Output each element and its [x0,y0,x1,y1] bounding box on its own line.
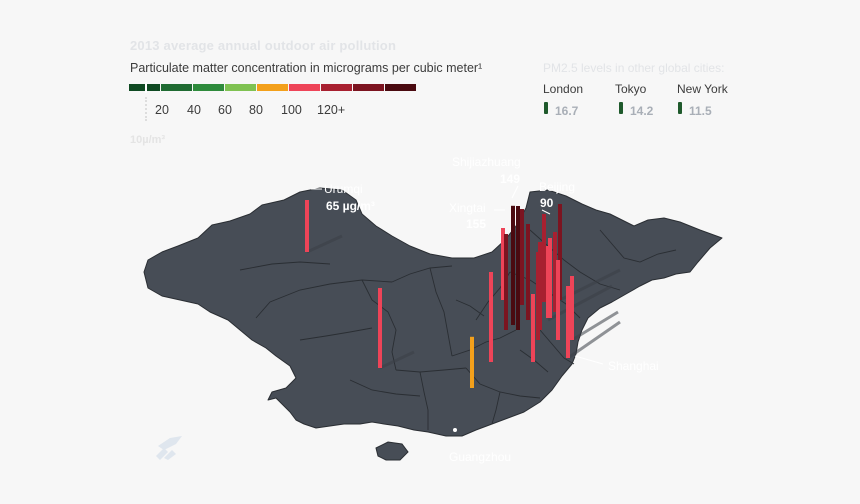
shanghai-leader-line [574,355,604,365]
beijing-value: 90 [540,196,554,210]
pollution-bar-xuzhou [566,286,570,358]
hainan-island [375,441,409,461]
province-borders [239,229,677,430]
scale-tick: 20 [155,103,169,117]
pollution-bar-taiyuan [501,228,505,300]
pollution-bar-langfang [542,214,546,302]
color-scale-segment [321,84,352,91]
pollution-bars [305,200,574,388]
scale-tick: 100 [281,103,302,117]
shijiazhuang-label: Shijiazhuang [452,155,521,169]
pollution-bar-zhengzhou [536,252,540,340]
pollution-bar-nanjing [570,276,574,340]
urumqi-label: Urumqi [324,182,363,196]
xingtai-value: 155 [466,217,486,231]
shijiazhuang-value: 149 [500,172,520,186]
city-bar-new-york [678,102,682,114]
pollution-bar-handan [504,234,508,330]
pollution-bar-tangshan [558,204,562,300]
guangzhou-marker [453,428,457,432]
scale-tick: 60 [218,103,232,117]
color-scale-segment [161,84,192,91]
shanghai-label: Shanghai [608,359,659,373]
xingtai-label: Xingtai [449,201,486,215]
pollution-bar-urumqi [305,200,309,252]
guangzhou-label: Guangzhou [449,450,511,464]
color-scale-segment [385,84,416,91]
map-subtitle: Particulate matter concentration in micr… [130,61,483,75]
beijing-label: Beijing [539,180,575,194]
color-scale-segment [257,84,288,91]
map-title: 2013 average annual outdoor air pollutio… [130,38,397,53]
color-scale-segment [353,84,384,91]
china-landmass [143,187,723,437]
city-value-london: 16.7 [555,104,579,118]
color-scale-segment [193,84,224,91]
pollution-bar-hengshui [526,224,530,320]
urumqi-value: 65 µg/m³ [326,199,375,213]
color-scale-segment [225,84,256,91]
pollution-bar-xi-an [489,282,493,362]
other-cities-title: PM2.5 levels in other global cities: [543,61,725,75]
city-name-london: London [543,82,584,96]
city-value-new-york: 11.5 [689,104,712,118]
scale-tick: 80 [249,103,263,117]
scale-marker [145,82,147,93]
beijing-leader-line [541,209,551,215]
color-scale-bar [129,84,417,91]
city-name-tokyo: Tokyo [615,82,647,96]
shijiazhuang-leader-line [511,185,519,199]
pollution-bar-lanzhou [378,288,382,368]
city-bar-london [544,102,548,114]
unit-label: 10µ/m³ [130,134,166,146]
scale-tick: 120+ [317,103,346,117]
pollution-bar-zibo [556,260,560,340]
pollution-bar-chongqing [470,336,474,388]
scale-tick: 40 [187,103,201,117]
color-scale-segment [129,84,160,91]
city-value-tokyo: 14.2 [630,104,654,118]
pollution-bar-hefei [531,294,535,362]
pollution-bar-baoding [520,209,524,305]
city-name-new-york: New York [677,82,728,96]
publisher-logo [156,436,182,460]
city-bar-tokyo [619,102,623,114]
pollution-bar-cangzhou [548,238,552,318]
color-scale-segment [289,84,320,91]
pollution-bar-shijiazhuang [511,205,515,325]
pollution-bar-tianjin [553,232,557,312]
pollution-bar-xingtai [516,206,520,330]
scale-dotted-line [145,97,147,121]
